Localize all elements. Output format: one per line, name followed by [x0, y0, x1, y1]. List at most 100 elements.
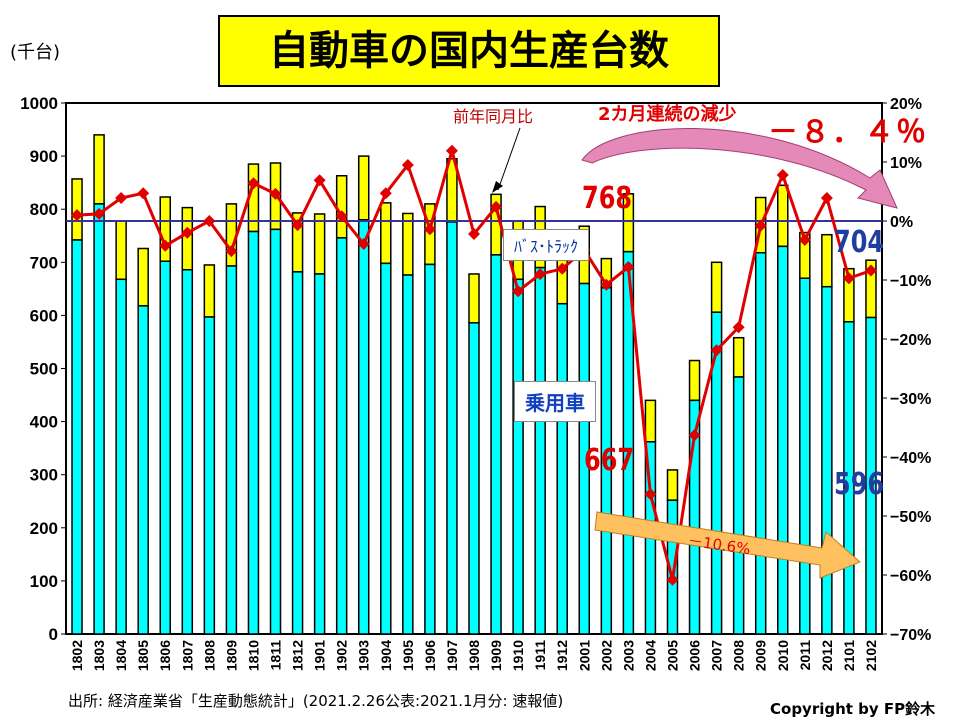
bar-bus-truck [313, 213, 326, 275]
y-tick-label: 400 [30, 413, 58, 432]
chart-title: 自動車の国内生産台数 [218, 15, 720, 87]
x-tick-label: 1808 [201, 640, 217, 671]
yoy-marker [115, 191, 128, 204]
bar-passenger [534, 266, 546, 635]
x-tick-label: 1802 [69, 640, 85, 671]
x-tick-label: 1905 [400, 640, 416, 671]
bar-passenger [843, 321, 855, 635]
bar-bus-truck [821, 233, 833, 288]
yoy-marker [864, 264, 877, 277]
bus-truck-label: ﾊﾞｽ･ﾄﾗｯｸ [503, 229, 590, 261]
value-667-label: 667 [584, 443, 635, 478]
bar-bus-truck [380, 202, 392, 265]
x-tick-label: 1911 [532, 640, 548, 671]
y2-tick-label: 10% [890, 155, 922, 172]
bar-passenger [115, 278, 127, 635]
bar-passenger [688, 399, 701, 635]
bar-passenger [556, 302, 568, 635]
yoy-label: 前年同月比 [453, 107, 534, 126]
x-tick-label: 1908 [466, 640, 482, 671]
pink-decrease-arrow [581, 127, 898, 209]
bar-bus-truck [468, 273, 480, 324]
yoy-marker [490, 200, 503, 213]
bar-bus-truck [357, 155, 370, 221]
value-596-label: 596 [834, 467, 885, 502]
bar-bus-truck [644, 399, 657, 443]
bar-passenger [380, 262, 392, 635]
yoy-marker [445, 144, 458, 157]
yoy-marker [710, 344, 723, 357]
bar-passenger [357, 219, 370, 635]
yoy-marker [732, 321, 745, 334]
bar-passenger [71, 239, 83, 635]
orange-trend-arrow [594, 511, 861, 579]
y2-tick-label: 20% [890, 96, 922, 113]
y-tick-label: 100 [30, 572, 58, 591]
yoy-marker [247, 177, 260, 190]
yoy-marker [291, 219, 304, 232]
bar-passenger [402, 274, 414, 635]
bar-passenger [666, 499, 679, 635]
yoy-marker [556, 262, 569, 275]
latest-pct-annotation: －８．４％ [768, 115, 928, 150]
bar-passenger [490, 254, 502, 635]
yoy-pointer-head [492, 181, 503, 193]
yoy-marker [401, 158, 414, 171]
bar-passenger [732, 376, 745, 635]
y2-tick-label: −60% [890, 568, 931, 585]
yoy-marker [688, 429, 701, 442]
bar-bus-truck [777, 184, 789, 248]
x-tick-label: 1809 [223, 640, 239, 671]
bar-bus-truck [402, 212, 414, 276]
x-tick-label: 1806 [157, 640, 173, 671]
x-tick-label: 1906 [422, 640, 438, 671]
yoy-marker [357, 238, 370, 251]
bar-bus-truck [688, 359, 701, 402]
yoy-marker [181, 226, 194, 239]
bar-bus-truck [203, 264, 216, 318]
y-tick-label: 300 [30, 466, 58, 485]
x-tick-label: 1805 [135, 640, 151, 671]
yoy-marker [335, 210, 348, 223]
y-axis-unit: (千台) [10, 42, 61, 63]
bar-passenger [269, 228, 282, 635]
x-tick-label: 2002 [598, 640, 614, 671]
yoy-marker [666, 573, 679, 586]
x-tick-label: 1811 [268, 640, 284, 671]
yoy-marker [71, 209, 84, 222]
x-tick-label: 2007 [709, 640, 725, 671]
y-tick-label: 500 [30, 360, 58, 379]
y-tick-label: 1000 [20, 94, 58, 113]
x-tick-label: 1902 [334, 640, 350, 671]
y2-tick-label: −30% [890, 391, 931, 408]
yoy-marker [776, 168, 789, 181]
yoy-marker [468, 227, 480, 240]
yoy-marker [798, 233, 811, 246]
yoy-marker [754, 219, 767, 232]
x-tick-label: 2001 [576, 640, 592, 671]
bar-bus-truck [710, 261, 723, 313]
yoy-marker [379, 187, 392, 200]
bar-bus-truck [732, 336, 745, 378]
x-tick-label: 1912 [554, 640, 570, 671]
x-tick-label: 1807 [179, 640, 195, 671]
bar-passenger [622, 250, 635, 635]
bar-bus-truck [666, 469, 679, 501]
bar-passenger [754, 251, 767, 635]
y2-tick-label: 0% [890, 214, 913, 231]
y-tick-label: 0 [49, 625, 58, 644]
bar-passenger [137, 305, 149, 635]
y-tick-label: 700 [30, 253, 58, 272]
bar-bus-truck [93, 134, 105, 205]
bar-bus-truck [137, 247, 149, 307]
yoy-marker [137, 187, 150, 200]
bar-passenger [424, 263, 436, 635]
bar-passenger [93, 203, 105, 635]
x-tick-label: 2101 [841, 640, 857, 671]
y2-tick-label: −10% [890, 273, 931, 290]
copyright: Copyright by FP鈴木 [770, 700, 936, 718]
x-tick-label: 2005 [664, 640, 680, 671]
x-tick-label: 1804 [113, 640, 129, 671]
bar-passenger [335, 237, 348, 635]
